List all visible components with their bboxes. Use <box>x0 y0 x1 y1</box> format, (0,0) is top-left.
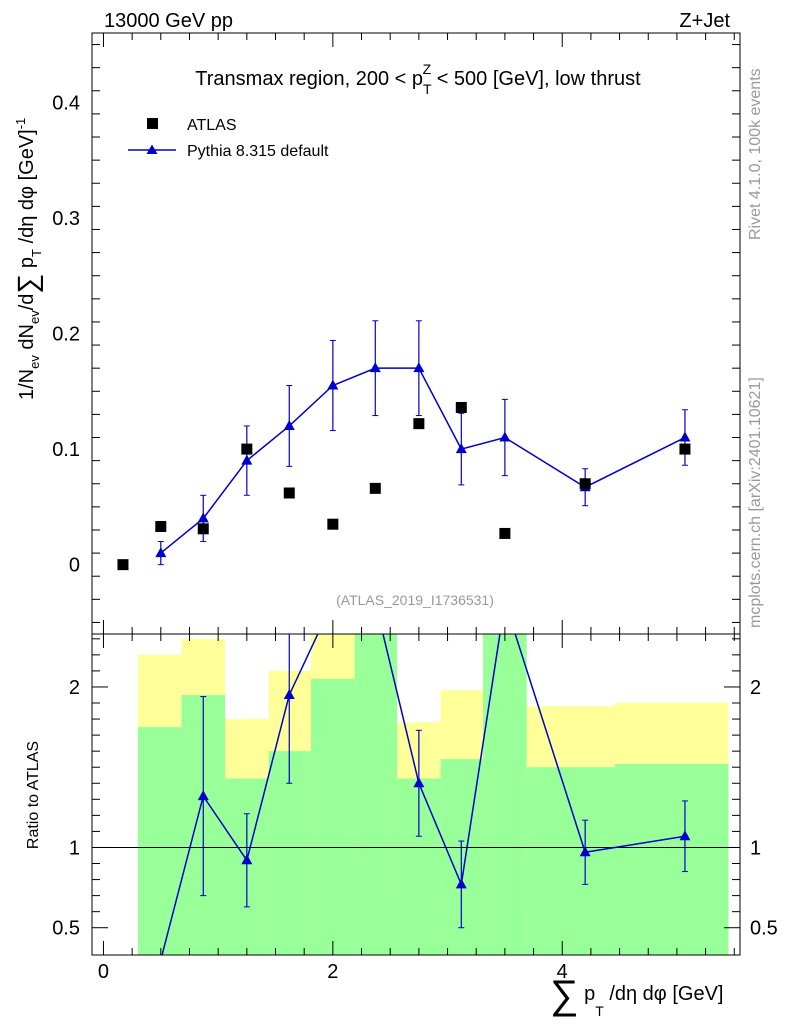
ratio-point <box>679 830 691 841</box>
data-point <box>413 418 425 430</box>
ratio-frame <box>91 633 741 956</box>
mc-point <box>197 512 209 523</box>
legend: ATLAS Pythia 8.315 default <box>128 117 329 160</box>
ratio-band-inner-5 <box>354 634 398 955</box>
data-point <box>327 518 339 530</box>
ratio-y-tick-label: 2 <box>69 677 80 699</box>
mc-point <box>155 547 167 558</box>
ratio-y-tick-label: 0.5 <box>52 918 80 940</box>
main-panel: Transmax region, 200 < pTZ < 500 [GeV], … <box>12 32 741 635</box>
y-tick-label: 0 <box>69 555 80 577</box>
mc-point <box>413 362 425 373</box>
data-point <box>155 521 167 533</box>
mcplots-label: mcplots.cern.ch [arXiv:2401.10621] <box>747 377 764 628</box>
data-point <box>499 527 511 539</box>
data-point <box>369 482 381 494</box>
legend-atlas-marker <box>147 118 158 129</box>
ratio-band-inner-0 <box>137 727 182 955</box>
ratio-series-group <box>161 634 691 955</box>
ratio-y-tick-label-right: 2 <box>750 677 761 699</box>
mc-point <box>499 431 511 442</box>
data-point <box>197 523 209 535</box>
chart-title: Transmax region, 200 < pTZ < 500 [GeV], … <box>195 61 641 97</box>
x-tick-label: 4 <box>557 961 568 983</box>
ratio-series-line <box>161 634 686 955</box>
mc-point <box>283 419 295 430</box>
rivet-label: Rivet 4.1.0, 100k events <box>747 68 764 240</box>
y-axis-label: 1/Nev dNev/d∑ pT /dη dφ [GeV]-1 <box>12 118 44 400</box>
y-tick-label: 0.2 <box>52 324 80 346</box>
ratio-axis-label: Ratio to ATLAS <box>25 741 42 849</box>
ratio-point <box>197 790 209 801</box>
ratio-bands <box>137 634 729 955</box>
ratio-point <box>413 777 425 788</box>
x-tick-label: 0 <box>98 961 109 983</box>
data-point <box>455 401 467 413</box>
legend-atlas-label: ATLAS <box>187 117 237 134</box>
header-left: 13000 GeV pp <box>104 10 233 32</box>
ratio-y-tick-label-right: 0.5 <box>750 918 778 940</box>
data-point <box>283 487 295 499</box>
legend-pythia-marker <box>146 144 158 154</box>
ratio-y-tick-label-right: 1 <box>750 837 761 859</box>
analysis-watermark: (ATLAS_2019_I1736531) <box>336 592 494 608</box>
ratio-panel: Ratio to ATLAS 0 2 4 0.5 0.5 1 1 2 2 <box>25 633 778 983</box>
ratio-y-tick-label: 1 <box>69 837 80 859</box>
x-axis-label: ∑ pT /dη dφ [GeV] <box>550 973 723 1019</box>
mc-series-line <box>160 367 686 554</box>
x-tick-label: 2 <box>327 961 338 983</box>
data-point <box>679 443 691 455</box>
y-tick-label: 0.3 <box>52 208 80 230</box>
ratio-band-inner-8 <box>483 634 527 955</box>
ratio-band-inner-4 <box>311 678 355 955</box>
data-point <box>579 478 591 490</box>
y-tick-label: 0.1 <box>52 439 80 461</box>
y-tick-label: 0.4 <box>52 92 80 114</box>
mc-point <box>679 431 691 442</box>
ratio-point <box>579 846 591 857</box>
ratio-point <box>283 688 295 699</box>
mc-point <box>369 362 381 373</box>
ratio-band-inner-3 <box>268 751 312 955</box>
mc-point <box>327 379 339 390</box>
ratio-band-inner-10 <box>614 764 729 955</box>
ratio-point <box>455 878 467 889</box>
data-point <box>241 443 253 455</box>
ratio-band-inner-9 <box>526 767 615 955</box>
data-point <box>117 559 129 571</box>
legend-pythia-label: Pythia 8.315 default <box>187 143 329 160</box>
mc-point <box>455 443 467 454</box>
header-right: Z+Jet <box>679 10 730 32</box>
mc-point <box>241 454 253 465</box>
ratio-point <box>241 854 253 865</box>
